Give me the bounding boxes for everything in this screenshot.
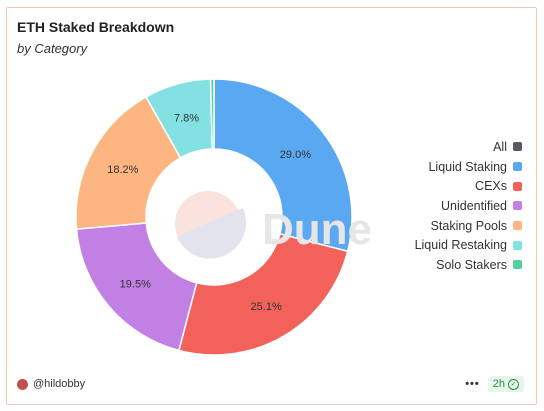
slices-group	[75, 78, 353, 356]
legend-label: Staking Pools	[430, 218, 507, 233]
chart-subtitle: by Category	[17, 41, 88, 56]
slice-staking-pools[interactable]	[75, 95, 182, 230]
legend-item-cexs[interactable]: CEXs	[342, 176, 522, 196]
legend-item-liquid-restaking[interactable]: Liquid Restaking	[342, 235, 522, 255]
avatar	[17, 378, 28, 390]
legend-label: Solo Stakers	[436, 257, 507, 272]
slice-label: 19.5%	[120, 278, 151, 290]
legend-label: Liquid Staking	[428, 159, 507, 174]
legend-label: Liquid Restaking	[414, 238, 507, 253]
slice-label: 18.2%	[107, 164, 138, 176]
dune-watermark: Dune	[175, 191, 372, 259]
legend-swatch	[513, 260, 522, 270]
chart-card: ETH Staked Breakdown by Category Dune 29…	[6, 7, 537, 405]
legend: All Liquid Staking CEXs Unidentified Staking…	[342, 137, 522, 275]
slice-label: 7.8%	[174, 113, 199, 125]
refresh-badge[interactable]: 2h ✓	[487, 376, 524, 392]
legend-item-liquid-staking[interactable]: Liquid Staking	[342, 157, 522, 177]
legend-swatch	[513, 181, 522, 191]
legend-swatch	[513, 162, 522, 172]
legend-item-all[interactable]: All	[342, 137, 522, 157]
legend-item-staking-pools[interactable]: Staking Pools	[342, 216, 522, 236]
slice-label: 29.0%	[280, 149, 311, 161]
legend-item-unidentified[interactable]: Unidentified	[342, 196, 522, 216]
slice-cexs[interactable]	[177, 232, 349, 356]
legend-swatch	[513, 240, 522, 250]
author-name: @hildobby	[33, 378, 86, 390]
author-link[interactable]: @hildobby	[17, 378, 85, 390]
legend-label: All	[493, 139, 507, 154]
labels-group: 29.0% 25.1% 19.5% 18.2% 7.8%	[107, 113, 311, 313]
watermark-text: Dune	[262, 205, 372, 254]
footer-controls: ••• 2h ✓	[465, 376, 524, 392]
more-options-icon[interactable]: •••	[465, 378, 480, 390]
legend-swatch	[513, 221, 522, 231]
watermark-logo-bottom	[177, 208, 247, 259]
check-icon: ✓	[508, 378, 519, 390]
legend-label: CEXs	[475, 179, 507, 194]
legend-label: Unidentified	[440, 198, 507, 213]
refresh-time: 2h	[492, 378, 505, 390]
slice-solo-stakers[interactable]	[209, 78, 215, 150]
legend-swatch	[513, 142, 522, 152]
slice-liquid-staking[interactable]	[213, 78, 353, 253]
chart-title: ETH Staked Breakdown	[17, 19, 175, 35]
slice-unidentified[interactable]	[75, 222, 198, 352]
slice-label: 25.1%	[251, 301, 282, 313]
legend-swatch	[513, 201, 522, 211]
legend-item-solo-stakers[interactable]: Solo Stakers	[342, 255, 522, 275]
donut-chart: Dune 29.0% 25.1% 19.5% 18.2% 7.8%	[75, 78, 372, 356]
